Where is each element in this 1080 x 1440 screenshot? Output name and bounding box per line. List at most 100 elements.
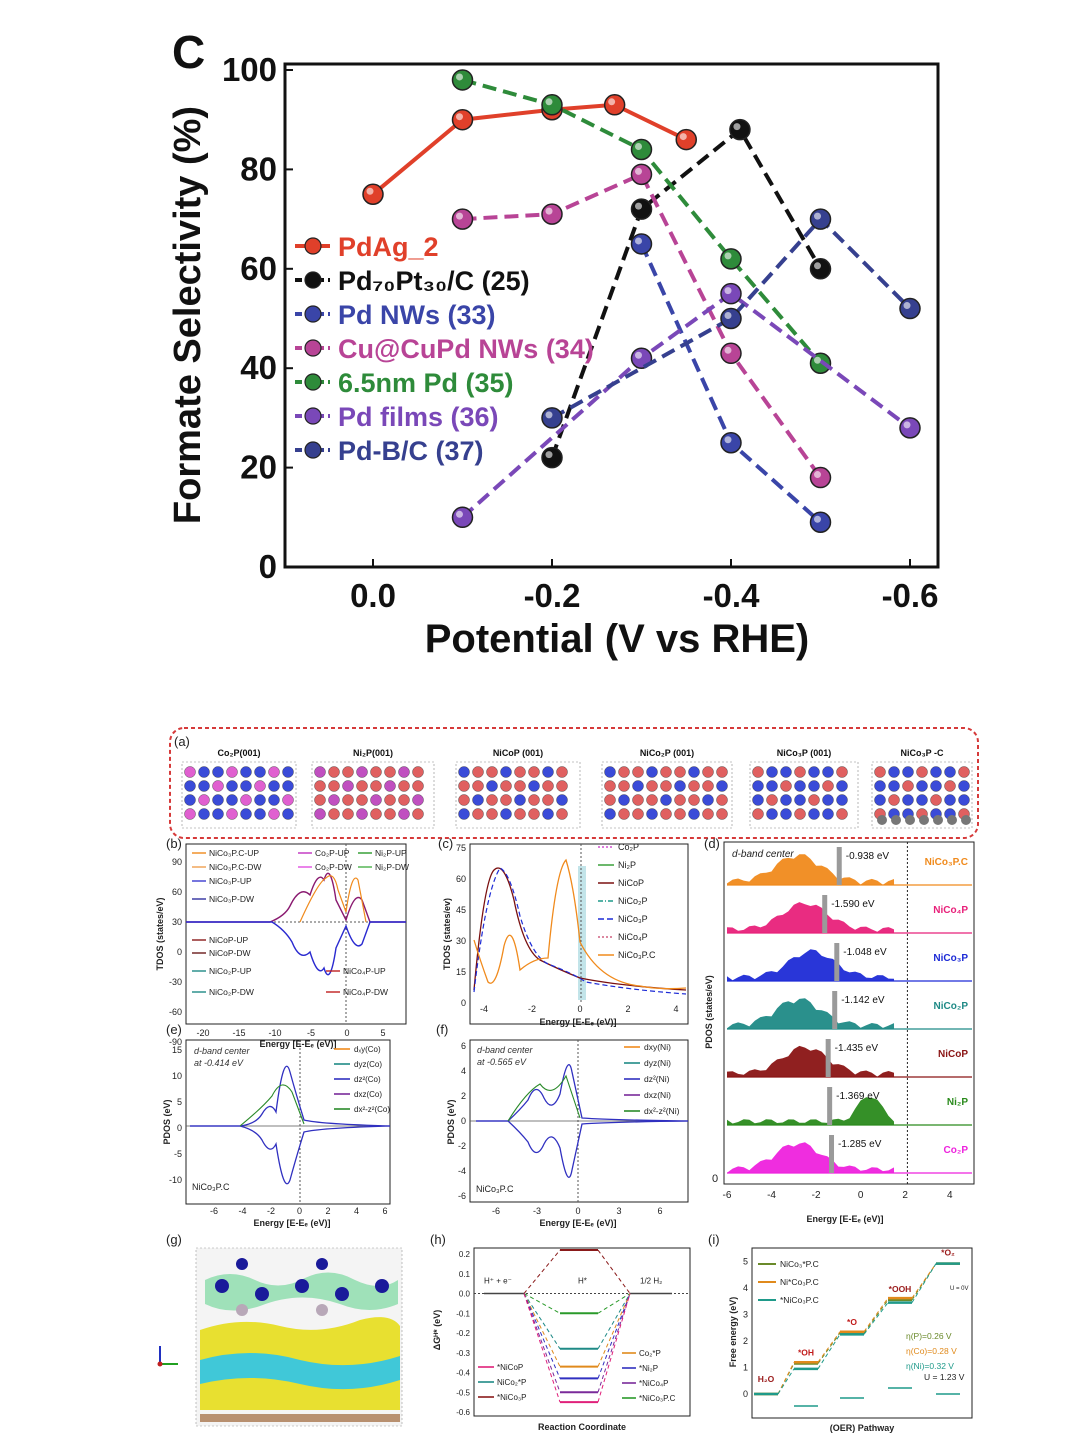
data-point-highlight	[724, 346, 732, 354]
atom	[632, 780, 644, 792]
panel-e-green-curve	[239, 1084, 305, 1127]
data-point-highlight	[456, 510, 463, 518]
data-point-highlight	[635, 237, 642, 245]
atom	[254, 794, 266, 806]
structure-cell	[181, 761, 297, 829]
atom	[254, 780, 266, 792]
charge-density-image	[195, 1247, 403, 1427]
panel-i-connector	[777, 1368, 795, 1395]
data-point-highlight	[456, 113, 463, 121]
d-band-center-label: -1.048 eV	[843, 947, 887, 958]
data-point-highlight	[733, 123, 741, 131]
legend-marker-pd-films-36	[304, 407, 322, 425]
panel-e-xtick: 0	[297, 1206, 302, 1216]
panel-d-zero-tick: 0	[712, 1173, 718, 1185]
panel-i-step-label: *OOH	[889, 1284, 912, 1294]
atom	[268, 780, 280, 792]
panel-b-dw-curve	[186, 921, 406, 976]
panel-c-nico3p-curve	[473, 867, 687, 995]
atom	[198, 780, 210, 792]
panel-b-ytick: -60	[169, 1007, 182, 1017]
panel-h-legend-label: *NiCo₃P	[497, 1393, 527, 1402]
pdos-area-co-p	[727, 1142, 895, 1173]
data-point-pd-nws-33	[630, 233, 653, 255]
panel-i-step-label: *O₂	[941, 1248, 955, 1258]
atom	[916, 780, 928, 792]
data-point-highlight	[679, 133, 687, 141]
legend-label-cu-cupd-nws-34: Cu@CuPd NWs (34)	[338, 334, 594, 364]
panel-i-u-label: U = 1.23 V	[924, 1372, 965, 1382]
atom	[356, 808, 368, 820]
data-point-pd-films-36	[720, 282, 742, 305]
atom	[808, 780, 820, 792]
pdos-area-nicop	[727, 1045, 895, 1077]
atom	[958, 766, 970, 778]
atom	[370, 794, 382, 806]
panel-c-ytick: 15	[456, 967, 466, 977]
data-point-pd-b-c-37	[899, 297, 921, 320]
structure-label: Co₂P(001)	[217, 748, 260, 758]
data-point-highlight	[456, 73, 463, 81]
panel-b-xtick: 5	[380, 1028, 385, 1038]
pdos-area-nico-p	[727, 998, 895, 1029]
data-point-pd70pt30-c-25	[541, 446, 563, 469]
panel-b-legend-label: Ni₂P-DW	[375, 862, 409, 872]
plot-frame	[283, 62, 940, 569]
panel-d-frame	[723, 841, 975, 1185]
panel-b-label: (b)	[166, 836, 182, 851]
atom	[766, 766, 778, 778]
panel-h-ytick: 0.0	[459, 1290, 471, 1299]
d-band-center-marker	[825, 1039, 831, 1077]
atom	[888, 766, 900, 778]
atom	[198, 808, 210, 820]
panel-f-legend-label: dz²(Ni)	[644, 1074, 670, 1084]
atom	[458, 780, 470, 792]
carbon-atom	[961, 815, 971, 825]
series-line-pd70pt30-c-25	[550, 126, 823, 459]
atom	[184, 794, 196, 806]
data-point-6-5nm-pd-35	[541, 94, 563, 116]
panel-c-legend-label: Co₂P	[618, 842, 639, 852]
legend-label-6-5nm-pd-35: 6.5nm Pd (35)	[338, 368, 514, 398]
panel-i-connector	[911, 1263, 937, 1299]
atom	[930, 794, 942, 806]
panel-b-legend-label: NiCo₄P-DW	[343, 987, 388, 997]
atom	[226, 766, 238, 778]
data-point-pdag-2	[603, 94, 626, 116]
atom	[618, 766, 630, 778]
data-point-highlight	[635, 143, 642, 151]
panel-e-ylabel: PDOS (eV)	[162, 1099, 172, 1144]
atom	[618, 808, 630, 820]
legend-label-pd-nws-33: Pd NWs (33)	[338, 300, 496, 330]
selectivity-chart: C Formate Selectivity (%) Potential (V v…	[167, 26, 940, 661]
panel-f-ytick: -4	[458, 1166, 466, 1176]
panel-f-ytick: 0	[461, 1116, 466, 1126]
panel-e-note1: d-band center	[194, 1046, 251, 1056]
d-band-center-label: -1.142 eV	[841, 995, 885, 1006]
panel-e-label: (e)	[166, 1022, 182, 1037]
panel-f-note2: at -0.565 eV	[477, 1057, 527, 1067]
legend-marker-cu-cupd-nws-34	[304, 339, 322, 357]
atom	[808, 794, 820, 806]
data-point-pd-b-c-37	[720, 307, 742, 330]
atom	[660, 794, 672, 806]
panel-h-connector	[523, 1293, 561, 1393]
carbon-atom	[905, 815, 915, 825]
panel-c-nicop-curve	[473, 867, 687, 991]
pdos-material-label: NiCoP	[938, 1049, 968, 1060]
atom	[780, 780, 792, 792]
panel-e-legend-label: dₓy(Co)	[354, 1045, 381, 1054]
panel-f-ylabel: PDOS (eV)	[446, 1099, 456, 1144]
pdos-area-nico-p	[727, 949, 895, 981]
atom	[822, 780, 834, 792]
data-point-highlight	[635, 202, 642, 210]
panel-i-connector	[817, 1332, 841, 1364]
panel-b-legend-label: NiCo₃P-UP	[209, 876, 252, 886]
atom	[328, 808, 340, 820]
panel-i-eta-co: η(Co)=0.28 V	[906, 1346, 957, 1356]
atom	[674, 808, 686, 820]
panel-h-ylabel: ΔGᴴ* (eV)	[432, 1310, 442, 1350]
panel-f-ytick: 2	[461, 1091, 466, 1101]
structure-cell	[749, 761, 859, 829]
atom	[660, 780, 672, 792]
